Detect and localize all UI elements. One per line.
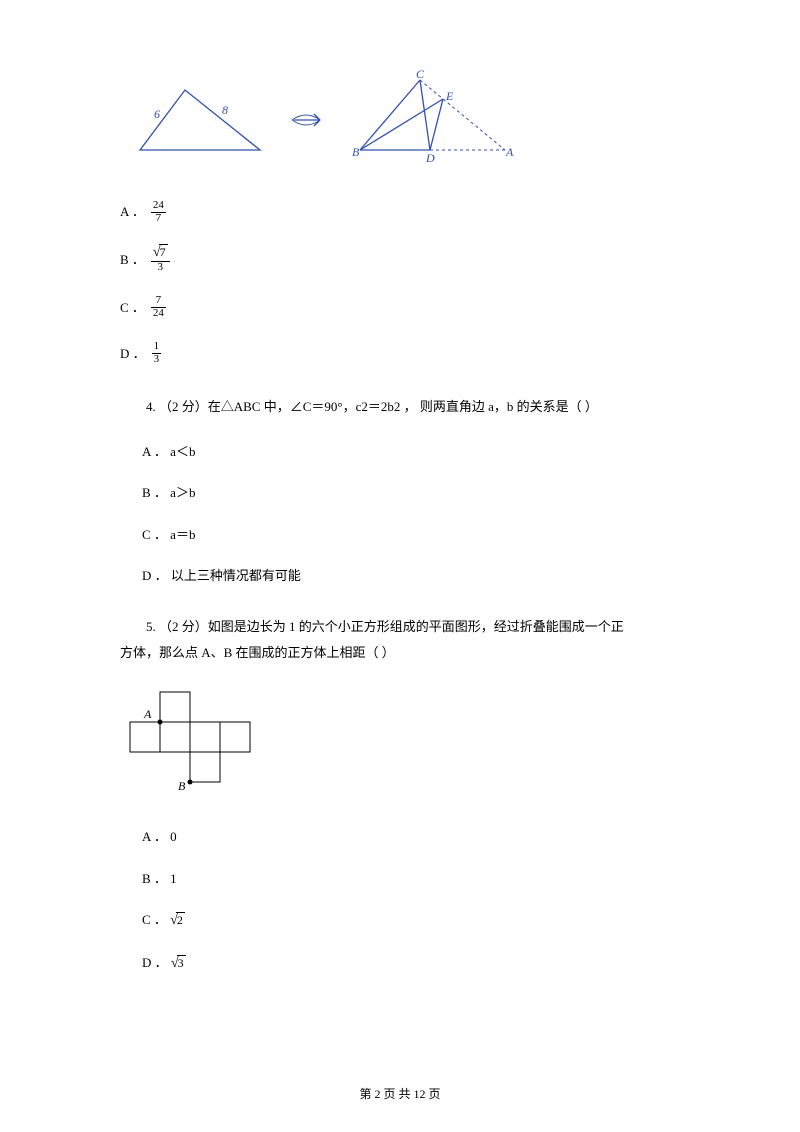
side-6: 6 [154, 107, 160, 121]
q3-figure: 6 8 B C D E A [130, 70, 710, 170]
q3-option-C: C ． 7 24 [120, 295, 710, 319]
side-8: 8 [222, 103, 228, 117]
label-A: A [505, 145, 514, 159]
q4-text: 4. （2 分）在△ABC 中，∠C＝90°，c2＝2b2 ， 则两直角边 a，… [120, 394, 710, 420]
q5-option-A: A ． 0 [142, 827, 710, 847]
q5-text-line1: 5. （2 分）如图是边长为 1 的六个小正方形组成的平面图形，经过折叠能围成一… [120, 614, 710, 640]
arrow-icon [290, 105, 330, 135]
opt-label: C ． [142, 912, 167, 927]
label-C: C [416, 70, 425, 81]
opt-label: B ． [120, 250, 145, 270]
fraction-1-3: 1 3 [152, 341, 162, 365]
opt-label: D ． [142, 955, 168, 970]
fraction-7-24: 7 24 [151, 295, 166, 319]
opt-label: A ． [120, 202, 145, 222]
net-label-B: B [178, 779, 186, 793]
q5-text-line2: 方体，那么点 A、B 在围成的正方体上相距（ ） [120, 640, 710, 666]
page-footer: 第 2 页 共 12 页 [0, 1085, 800, 1102]
q5-option-C: C ． 2 [142, 910, 710, 931]
fraction-sqrt7-3: 7 3 [151, 246, 170, 273]
label-D: D [425, 151, 435, 165]
label-E: E [445, 89, 454, 103]
q3-option-D: D ． 1 3 [120, 341, 710, 365]
q5-option-B: B ． 1 [142, 869, 710, 889]
fraction-24-7: 24 7 [151, 200, 166, 224]
net-label-A: A [143, 707, 152, 721]
sqrt-3: 3 [171, 953, 186, 974]
q4-option-D: D ． 以上三种情况都有可能 [142, 566, 710, 586]
q4-option-A: A ． a＜b [142, 442, 710, 462]
q4-option-B: B ． a＞b [142, 483, 710, 503]
opt-label: D ． [120, 344, 146, 364]
q4-option-C: C ． a＝b [142, 525, 710, 545]
q5-option-D: D ． 3 [142, 953, 710, 974]
q5-cube-net: A B [120, 684, 290, 794]
triangle-68: 6 8 [130, 80, 270, 160]
label-B: B [352, 145, 360, 159]
opt-label: C ． [120, 298, 145, 318]
q3-option-A: A ． 24 7 [120, 200, 710, 224]
triangle-bcdea: B C D E A [350, 70, 520, 170]
sqrt-2: 2 [170, 910, 185, 931]
q3-option-B: B ． 7 3 [120, 246, 710, 273]
